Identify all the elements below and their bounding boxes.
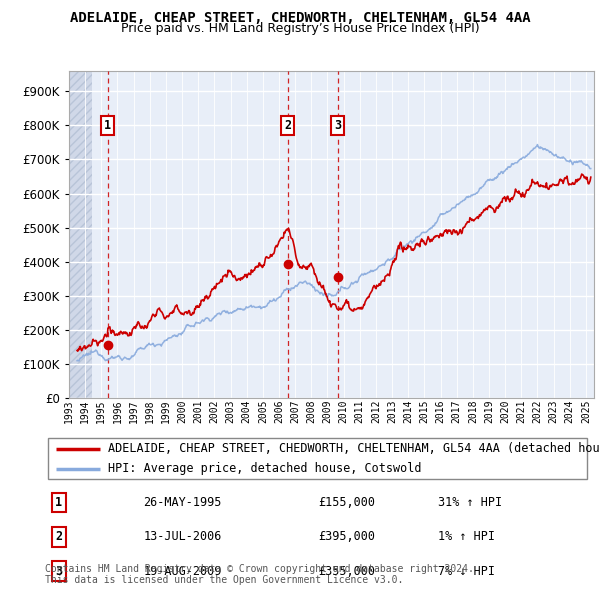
Text: Contains HM Land Registry data © Crown copyright and database right 2024.
This d: Contains HM Land Registry data © Crown c… <box>45 563 474 585</box>
Text: 13-JUL-2006: 13-JUL-2006 <box>143 530 221 543</box>
Text: 1: 1 <box>104 119 112 132</box>
Text: 1% ↑ HPI: 1% ↑ HPI <box>438 530 495 543</box>
Text: HPI: Average price, detached house, Cotswold: HPI: Average price, detached house, Cots… <box>108 463 421 476</box>
Text: £395,000: £395,000 <box>318 530 375 543</box>
Text: 3: 3 <box>334 119 341 132</box>
Text: 19-AUG-2009: 19-AUG-2009 <box>143 565 221 578</box>
Text: 31% ↑ HPI: 31% ↑ HPI <box>438 496 502 509</box>
FancyBboxPatch shape <box>48 438 587 479</box>
Bar <box>69 71 92 398</box>
Text: ADELAIDE, CHEAP STREET, CHEDWORTH, CHELTENHAM, GL54 4AA (detached house): ADELAIDE, CHEAP STREET, CHEDWORTH, CHELT… <box>108 442 600 455</box>
Text: 3: 3 <box>55 565 62 578</box>
Text: 2: 2 <box>284 119 292 132</box>
Text: 1: 1 <box>55 496 62 509</box>
Text: £355,000: £355,000 <box>318 565 375 578</box>
Text: Price paid vs. HM Land Registry’s House Price Index (HPI): Price paid vs. HM Land Registry’s House … <box>121 22 479 35</box>
Text: 26-MAY-1995: 26-MAY-1995 <box>143 496 221 509</box>
Text: £155,000: £155,000 <box>318 496 375 509</box>
Text: ADELAIDE, CHEAP STREET, CHEDWORTH, CHELTENHAM, GL54 4AA: ADELAIDE, CHEAP STREET, CHEDWORTH, CHELT… <box>70 11 530 25</box>
Text: 2: 2 <box>55 530 62 543</box>
Text: 7% ↓ HPI: 7% ↓ HPI <box>438 565 495 578</box>
